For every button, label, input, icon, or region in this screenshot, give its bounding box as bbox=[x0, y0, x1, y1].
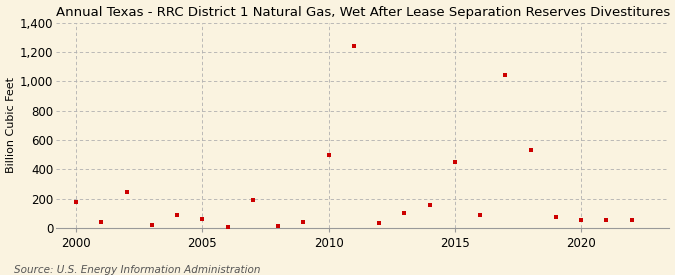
Point bbox=[424, 202, 435, 207]
Point bbox=[248, 198, 259, 202]
Text: Source: U.S. Energy Information Administration: Source: U.S. Energy Information Administ… bbox=[14, 265, 260, 275]
Point bbox=[298, 219, 308, 224]
Y-axis label: Billion Cubic Feet: Billion Cubic Feet bbox=[5, 77, 16, 173]
Point bbox=[197, 216, 208, 221]
Point bbox=[525, 148, 536, 153]
Point bbox=[475, 213, 485, 217]
Point bbox=[171, 213, 182, 217]
Title: Annual Texas - RRC District 1 Natural Gas, Wet After Lease Separation Reserves D: Annual Texas - RRC District 1 Natural Ga… bbox=[55, 6, 670, 18]
Point bbox=[96, 220, 107, 224]
Point bbox=[626, 218, 637, 222]
Point bbox=[601, 218, 612, 222]
Point bbox=[550, 215, 561, 219]
Point bbox=[222, 225, 233, 230]
Point bbox=[146, 223, 157, 227]
Point bbox=[122, 190, 132, 194]
Point bbox=[71, 200, 82, 205]
Point bbox=[399, 211, 410, 215]
Point bbox=[576, 218, 587, 222]
Point bbox=[348, 44, 359, 48]
Point bbox=[374, 221, 385, 225]
Point bbox=[273, 224, 284, 228]
Point bbox=[500, 73, 511, 78]
Point bbox=[323, 153, 334, 157]
Point bbox=[450, 160, 460, 164]
